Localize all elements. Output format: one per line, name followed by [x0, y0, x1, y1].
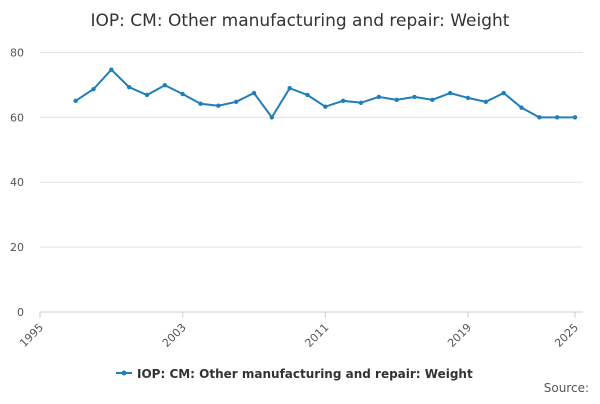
y-tick-label: 20	[10, 241, 24, 254]
data-point	[109, 67, 114, 72]
y-tick-label: 80	[10, 46, 24, 59]
data-point	[287, 85, 292, 91]
data-point	[483, 99, 489, 104]
y-tick-label: 60	[10, 111, 24, 124]
y-tick-label: 40	[10, 176, 24, 189]
legend-label[interactable]: IOP: CM: Other manufacturing and repair:…	[137, 367, 473, 381]
data-point	[198, 101, 203, 106]
data-point	[447, 90, 453, 96]
data-point	[73, 98, 78, 104]
data-point	[340, 98, 346, 104]
data-point	[465, 95, 471, 101]
data-point	[233, 99, 239, 104]
data-point	[305, 92, 310, 98]
x-tick-label: 2011	[302, 321, 331, 350]
source: Source:	[544, 381, 589, 395]
series-line	[75, 68, 575, 120]
data-point	[519, 105, 524, 110]
data-point	[144, 92, 150, 98]
data-point	[323, 104, 328, 109]
x-tick-label: 1995	[17, 321, 46, 350]
data-point	[91, 86, 96, 92]
data-point	[358, 100, 364, 105]
data-point	[126, 84, 132, 90]
data-point	[394, 97, 399, 103]
data-point	[537, 115, 542, 120]
data-point	[412, 94, 417, 100]
data-point	[376, 94, 382, 100]
data-point	[180, 91, 185, 97]
data-point	[430, 97, 435, 103]
x-tick-label: 2003	[160, 321, 189, 350]
data-point	[216, 103, 221, 108]
data-point	[162, 83, 168, 88]
data-point	[554, 115, 560, 120]
data-point	[251, 90, 257, 96]
legend-marker	[121, 370, 127, 376]
data-point	[501, 90, 506, 96]
chart-title: IOP: CM: Other manufacturing and repair:…	[91, 11, 510, 31]
data-point	[269, 115, 275, 120]
data-point	[572, 115, 578, 120]
x-tick-label: 2025	[552, 321, 581, 350]
x-tick-label: 2019	[445, 321, 474, 350]
y-tick-label: 0	[17, 306, 24, 319]
